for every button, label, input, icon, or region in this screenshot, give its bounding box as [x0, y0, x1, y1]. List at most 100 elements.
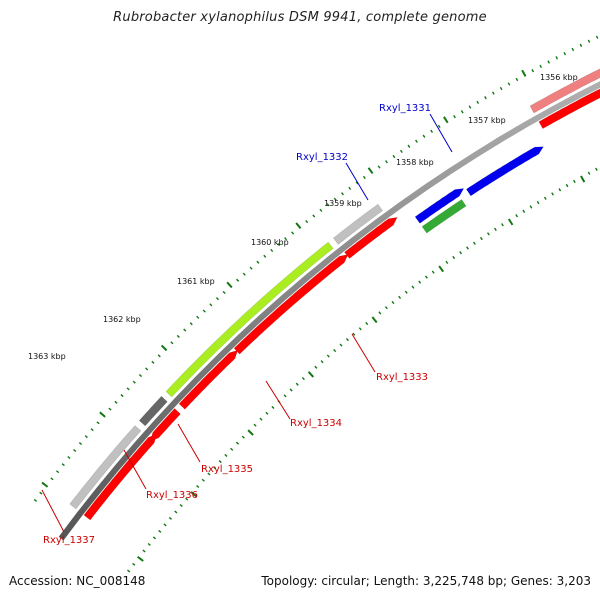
scale-tick — [241, 435, 245, 439]
scale-tick — [170, 341, 174, 345]
scale-tick — [595, 167, 598, 171]
scale-tick — [430, 129, 434, 133]
scale-tick — [341, 192, 344, 196]
scale-tick — [507, 82, 511, 86]
cds-right-edge[interactable] — [538, 85, 600, 130]
scale-tick — [531, 69, 535, 73]
hit-rxyl-1337[interactable] — [69, 425, 142, 510]
backbone-ring — [58, 81, 600, 541]
scale-tick — [431, 270, 435, 274]
scale-tick — [271, 405, 275, 409]
cds-rxyl-1335[interactable] — [178, 349, 239, 410]
scale-tick — [345, 338, 349, 342]
scale-label-1361: 1361 kbp — [177, 277, 215, 286]
scale-tick — [190, 491, 197, 498]
scale-tick — [587, 39, 591, 43]
scale-tick — [230, 447, 234, 451]
scale-tick — [277, 242, 281, 247]
scale-tick — [595, 35, 599, 39]
gene-label-rxyl-1331[interactable]: Rxyl_1331 — [379, 103, 431, 114]
scale-tick — [160, 344, 168, 352]
scale-tick — [484, 96, 487, 100]
scale-label-1362: 1362 kbp — [103, 315, 141, 324]
scale-tick — [224, 453, 228, 457]
leader-line-rxyl-1332 — [345, 162, 369, 201]
scale-tick — [145, 367, 149, 371]
scale-tick — [339, 343, 343, 347]
gene-label-rxyl-1333[interactable]: Rxyl_1333 — [376, 372, 428, 383]
scale-tick — [398, 295, 402, 299]
scale-tick — [179, 504, 183, 508]
scale-tick — [491, 91, 495, 95]
scale-tick — [558, 188, 562, 192]
gene-labels: Rxyl_1331 Rxyl_1332 Rxyl_1333 Rxyl_1334 … — [41, 103, 453, 546]
map-title: Rubrobacter xylanophilus DSM 9941, compl… — [113, 10, 487, 25]
scale-tick — [212, 466, 217, 470]
scale-tick — [202, 309, 206, 313]
scale-tick — [326, 203, 330, 207]
scale-tick — [319, 208, 323, 212]
hit-rxyl-1335-1334[interactable] — [165, 241, 334, 398]
scale-tick — [515, 77, 519, 82]
scale-tick — [39, 491, 43, 495]
scale-tick — [137, 555, 144, 562]
scale-tick — [168, 516, 173, 520]
scale-tick — [352, 332, 356, 336]
scale-tick — [377, 165, 381, 169]
gene-label-rxyl-1332[interactable]: Rxyl_1332 — [296, 152, 348, 163]
scale-tick — [55, 470, 60, 474]
scale-tick — [501, 223, 504, 227]
scale-tick — [183, 328, 187, 332]
scale-tick — [289, 388, 293, 392]
scale-tick — [33, 498, 37, 502]
scale-tick — [152, 536, 157, 540]
scale-tick — [547, 60, 551, 64]
scale-tick — [522, 209, 526, 213]
gene-label-rxyl-1337[interactable]: Rxyl_1337 — [43, 535, 95, 546]
scale-tick — [196, 484, 200, 489]
cds-rxyl-1333[interactable] — [344, 217, 398, 259]
scale-tick — [73, 449, 77, 453]
scale-tick — [438, 265, 445, 273]
cds-rxyl-1334[interactable] — [233, 254, 349, 355]
scale-tick — [418, 280, 422, 284]
scale-tick — [466, 246, 469, 250]
scale-tick — [507, 218, 514, 226]
hit-rxyl-1332[interactable] — [421, 199, 467, 234]
scale-tick — [151, 360, 155, 364]
scale-tick — [307, 371, 315, 378]
feature-track — [69, 68, 600, 521]
scale-ticks — [33, 35, 599, 573]
scale-tick — [385, 160, 388, 164]
scale-tick — [587, 171, 591, 175]
scale-tick — [236, 278, 240, 282]
gene-label-rxyl-1335[interactable]: Rxyl_1335 — [201, 464, 253, 475]
scale-tick — [392, 154, 396, 159]
scale-tick — [295, 382, 299, 386]
scale-tick — [185, 497, 189, 501]
scale-tick — [284, 237, 288, 241]
scale-label-1358: 1358 kbp — [396, 158, 434, 167]
scale-tick — [132, 562, 136, 566]
gene-label-rxyl-1336[interactable]: Rxyl_1336 — [146, 490, 198, 501]
scale-tick — [407, 144, 411, 148]
genome-summary-text: Topology: circular; Length: 3,225,748 bp… — [261, 574, 591, 588]
scale-tick — [479, 236, 483, 241]
scale-labels: 1356 kbp 1357 kbp 1358 kbp 1359 kbp 1360… — [28, 73, 578, 361]
cds-rxyl-1331[interactable] — [465, 146, 544, 197]
scale-tick — [521, 69, 527, 77]
scale-tick — [249, 266, 253, 270]
scale-tick — [99, 411, 106, 418]
scale-tick — [499, 86, 503, 91]
scale-tick — [50, 477, 54, 481]
hit-rxyl-1336[interactable] — [138, 395, 168, 427]
hit-rxyl-1333[interactable] — [332, 203, 384, 245]
gene-label-rxyl-1334[interactable]: Rxyl_1334 — [290, 418, 342, 429]
scale-tick — [265, 411, 269, 415]
cds-rxyl-1332[interactable] — [414, 188, 465, 224]
scale-tick — [259, 417, 263, 421]
scale-tick — [415, 139, 418, 143]
scale-label-1357: 1357 kbp — [468, 116, 506, 125]
cds-rxyl-1336[interactable] — [150, 408, 181, 442]
